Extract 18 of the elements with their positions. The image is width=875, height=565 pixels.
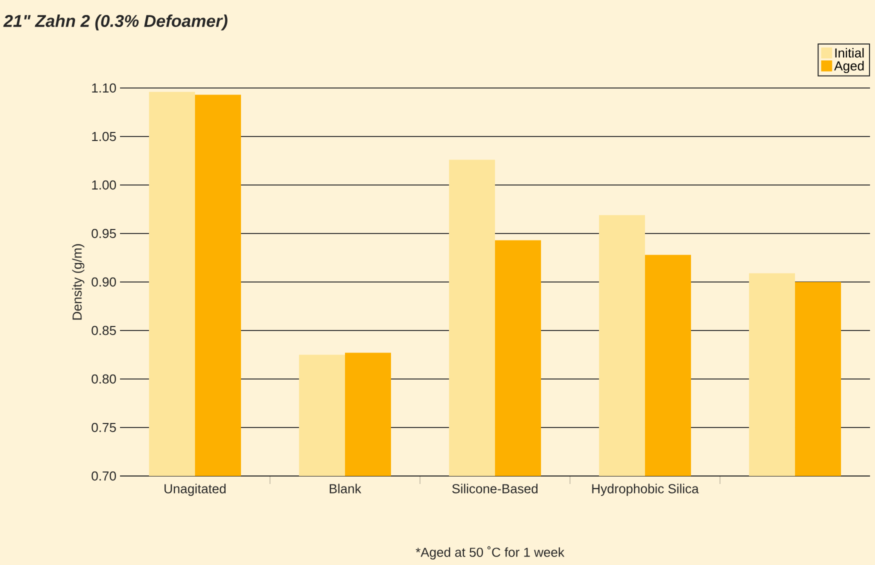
x-tick-label: Silicone-Based	[452, 484, 538, 494]
x-tick-label: Blank	[330, 484, 362, 494]
y-tick-label: 0.70	[92, 471, 116, 481]
x-tick-label: Hydrophobic Silica	[592, 484, 699, 496]
legend-label: Aged	[834, 60, 864, 74]
y-tick-label: 1.10	[92, 83, 116, 93]
y-tick-label: 0.90	[92, 277, 116, 287]
y-tick-label: 1.00	[92, 180, 116, 190]
chart-title: 21" Zahn 2 (0.3% Defoamer)	[3, 14, 228, 30]
y-tick-label: 0.85	[92, 326, 116, 336]
y-tick-label: 1.05	[92, 132, 116, 142]
y-tick-label: 0.95	[92, 228, 116, 238]
y-axis-title: Density (g/m)	[72, 244, 84, 320]
y-tick-label: 0.80	[92, 374, 116, 384]
y-tick-label: 0.75	[92, 422, 116, 432]
x-tick-label: Unagitated	[164, 484, 226, 496]
text: *Aged at 50 ˚C for 1 week	[416, 546, 564, 560]
legend-label: Initial	[835, 48, 864, 58]
